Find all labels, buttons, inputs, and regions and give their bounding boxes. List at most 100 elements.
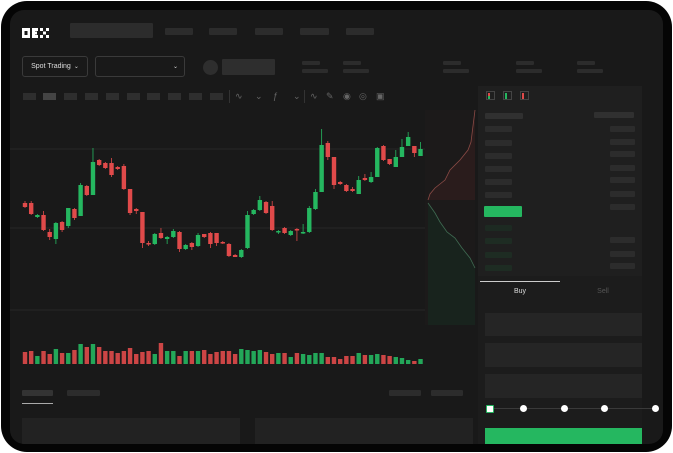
candle-body: [245, 215, 250, 248]
slider-step-75[interactable]: [601, 405, 608, 412]
slider-step-25[interactable]: [520, 405, 527, 412]
nav-item[interactable]: [346, 28, 374, 35]
active-tab-underline: [22, 403, 53, 404]
candle-body: [47, 232, 52, 237]
candle-body: [251, 210, 256, 214]
volume-bar: [387, 356, 392, 364]
candle: [344, 184, 349, 192]
candle-body: [72, 209, 77, 218]
nav-item[interactable]: [165, 28, 193, 35]
candle-body: [84, 186, 89, 195]
orderbook-asks-icon[interactable]: [520, 91, 529, 100]
filter-button[interactable]: [431, 390, 463, 396]
candle: [78, 183, 83, 216]
volume-bar: [41, 351, 46, 364]
amount-slider-track[interactable]: [490, 408, 655, 409]
interval-button[interactable]: [64, 93, 77, 100]
candle: [66, 208, 71, 228]
search-bar[interactable]: [70, 23, 153, 38]
fx-icon[interactable]: ƒ: [273, 91, 279, 101]
interval-button[interactable]: [210, 93, 223, 100]
candle-body: [399, 147, 405, 157]
candle: [195, 233, 201, 247]
tab-sell[interactable]: Sell: [597, 288, 609, 295]
candle: [208, 232, 213, 248]
settings-icon[interactable]: ◎: [359, 91, 367, 101]
chart-type-icon[interactable]: ∿: [235, 91, 243, 101]
fullscreen-icon[interactable]: ▣: [376, 91, 385, 101]
spot-trading-button[interactable]: Spot Trading ⌄: [22, 56, 88, 77]
coin-icon: [203, 60, 218, 75]
candle-body: [375, 148, 380, 177]
volume-bar: [399, 358, 405, 364]
camera-icon[interactable]: ◉: [343, 91, 351, 101]
volume-bar: [109, 351, 114, 364]
interval-button[interactable]: [23, 93, 36, 100]
interval-button[interactable]: [127, 93, 140, 100]
candle: [251, 209, 256, 215]
volume-bar: [331, 357, 337, 364]
candle-body: [208, 233, 213, 244]
interval-button-active[interactable]: [43, 93, 56, 100]
candle-body: [368, 177, 374, 182]
candle-body: [59, 222, 65, 230]
volume-bar: [146, 351, 151, 364]
slider-step-50[interactable]: [561, 405, 568, 412]
nav-item[interactable]: [209, 28, 237, 35]
amount-input[interactable]: [485, 343, 642, 367]
volume-bar: [251, 351, 256, 364]
buy-submit-button[interactable]: [485, 428, 642, 444]
indicator-icon[interactable]: ⌄: [255, 91, 263, 101]
tab-open-orders[interactable]: [22, 390, 53, 396]
okx-logo[interactable]: [22, 28, 49, 38]
candlestick-chart[interactable]: [10, 10, 480, 380]
nav-item[interactable]: [300, 28, 329, 35]
orderbook-both-icon[interactable]: [486, 91, 495, 100]
candle: [127, 189, 133, 215]
price-input[interactable]: [485, 313, 642, 336]
volume-bar: [313, 353, 318, 364]
volume-bar: [127, 348, 133, 364]
candle-body: [276, 231, 281, 233]
candle-body: [164, 237, 170, 239]
nav-item[interactable]: [255, 28, 283, 35]
interval-button[interactable]: [147, 93, 160, 100]
interval-button[interactable]: [85, 93, 98, 100]
candle: [41, 211, 46, 231]
candle: [220, 241, 225, 244]
line-tool-icon[interactable]: ∿: [310, 91, 318, 101]
candle-body: [53, 223, 59, 239]
candle-body: [214, 233, 219, 243]
filter-button[interactable]: [389, 390, 421, 396]
candle-body: [115, 167, 120, 169]
candle: [96, 159, 102, 166]
chevron-down-icon[interactable]: ⌄: [293, 91, 301, 101]
slider-handle[interactable]: [486, 405, 494, 413]
volume-bar: [177, 356, 182, 364]
pair-price: [222, 59, 275, 75]
candle: [288, 230, 293, 236]
pair-selector-dropdown[interactable]: ⌄: [95, 56, 185, 77]
candle-body: [121, 166, 127, 189]
volume-bar: [337, 359, 343, 364]
candle-body: [288, 231, 293, 235]
candle-body: [300, 232, 306, 234]
tab-buy[interactable]: Buy: [513, 288, 527, 295]
volume-bar: [66, 353, 71, 364]
candle: [319, 129, 324, 192]
interval-button[interactable]: [189, 93, 202, 100]
volume-bar: [158, 343, 164, 364]
volume-bar: [189, 351, 195, 364]
volume-bar: [300, 354, 306, 364]
tab-order-history[interactable]: [67, 390, 100, 396]
slider-step-100[interactable]: [652, 405, 659, 412]
volume-bar: [381, 355, 386, 364]
interval-button[interactable]: [168, 93, 181, 100]
volume-bar: [220, 351, 225, 364]
total-input[interactable]: [485, 374, 642, 398]
interval-button[interactable]: [106, 93, 119, 100]
candle-body: [41, 215, 46, 230]
orderbook-bids-icon[interactable]: [503, 91, 512, 100]
candle-body: [183, 245, 188, 249]
pencil-icon[interactable]: ✎: [326, 91, 334, 101]
